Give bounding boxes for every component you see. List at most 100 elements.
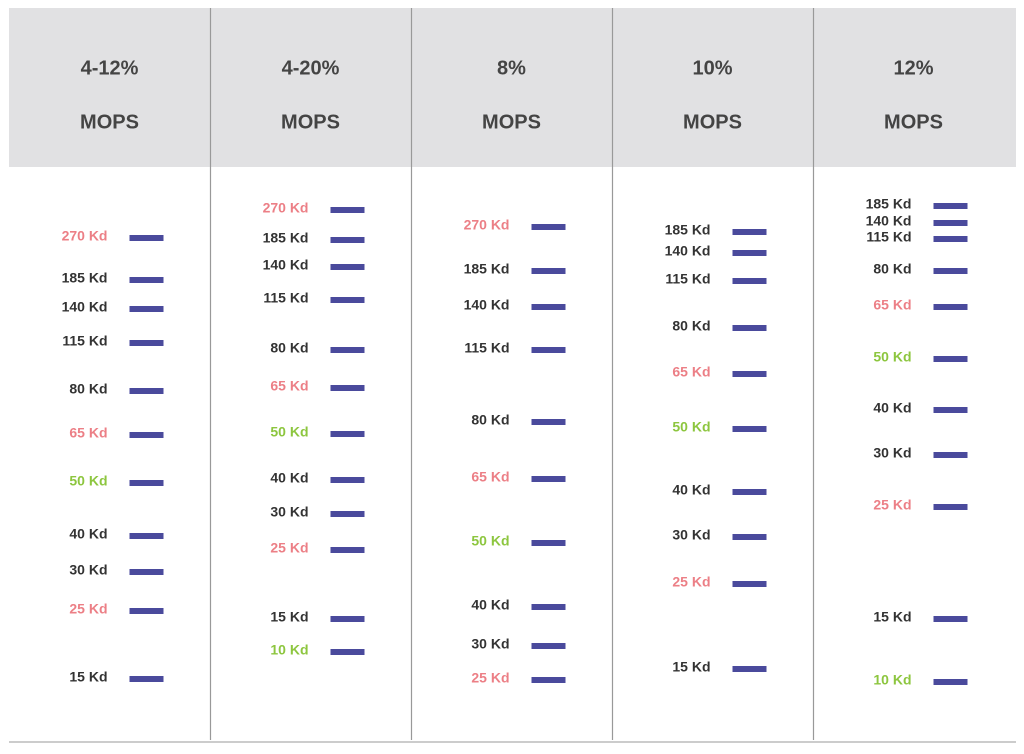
band bbox=[531, 224, 566, 230]
band bbox=[933, 220, 968, 226]
band-label: 15 Kd bbox=[69, 669, 107, 685]
band bbox=[330, 237, 365, 243]
band-label: 185 Kd bbox=[665, 222, 711, 238]
band-label: 140 Kd bbox=[263, 257, 309, 273]
band-label: 50 Kd bbox=[270, 424, 308, 440]
band bbox=[732, 371, 767, 377]
column-buffer: MOPS bbox=[80, 111, 139, 133]
band bbox=[531, 419, 566, 425]
band-label: 30 Kd bbox=[672, 527, 710, 543]
band bbox=[129, 306, 164, 312]
band bbox=[531, 268, 566, 274]
band-label: 80 Kd bbox=[672, 318, 710, 334]
band bbox=[933, 356, 968, 362]
band bbox=[732, 325, 767, 331]
band-label: 80 Kd bbox=[873, 261, 911, 277]
band-label: 65 Kd bbox=[69, 425, 107, 441]
column-percent: 8% bbox=[497, 57, 526, 79]
band-label: 15 Kd bbox=[873, 609, 911, 625]
band bbox=[330, 385, 365, 391]
band-label: 80 Kd bbox=[270, 340, 308, 356]
column-buffer: MOPS bbox=[884, 111, 943, 133]
band-label: 30 Kd bbox=[69, 562, 107, 578]
column-percent: 4-12% bbox=[81, 57, 139, 79]
band bbox=[531, 677, 566, 683]
band-label: 40 Kd bbox=[873, 400, 911, 416]
band-label: 15 Kd bbox=[270, 609, 308, 625]
band bbox=[330, 431, 365, 437]
band-label: 140 Kd bbox=[464, 297, 510, 313]
band bbox=[933, 268, 968, 274]
column-percent: 10% bbox=[692, 57, 732, 79]
band-label: 185 Kd bbox=[866, 196, 912, 212]
band-label: 15 Kd bbox=[672, 659, 710, 675]
band-label: 65 Kd bbox=[672, 364, 710, 380]
column-buffer: MOPS bbox=[482, 111, 541, 133]
band bbox=[732, 278, 767, 284]
band bbox=[129, 608, 164, 614]
band bbox=[531, 347, 566, 353]
band bbox=[732, 666, 767, 672]
band bbox=[531, 540, 566, 546]
band bbox=[732, 581, 767, 587]
band bbox=[732, 489, 767, 495]
band bbox=[330, 616, 365, 622]
band bbox=[933, 236, 968, 242]
band-label: 115 Kd bbox=[665, 271, 710, 287]
band bbox=[129, 340, 164, 346]
band bbox=[330, 547, 365, 553]
band bbox=[933, 452, 968, 458]
band bbox=[732, 534, 767, 540]
band-label: 10 Kd bbox=[270, 642, 308, 658]
band-label: 185 Kd bbox=[464, 261, 510, 277]
band-label: 115 Kd bbox=[62, 333, 107, 349]
band-label: 30 Kd bbox=[270, 504, 308, 520]
band bbox=[933, 616, 968, 622]
band-label: 140 Kd bbox=[866, 213, 912, 229]
band-label: 185 Kd bbox=[62, 270, 108, 286]
band bbox=[330, 347, 365, 353]
band-label: 185 Kd bbox=[263, 230, 309, 246]
band-label: 25 Kd bbox=[672, 574, 710, 590]
band-label: 25 Kd bbox=[873, 497, 911, 513]
band-label: 40 Kd bbox=[471, 597, 509, 613]
band bbox=[933, 304, 968, 310]
band-label: 40 Kd bbox=[672, 482, 710, 498]
band bbox=[933, 504, 968, 510]
band-label: 25 Kd bbox=[471, 670, 509, 686]
band bbox=[129, 533, 164, 539]
band-label: 25 Kd bbox=[69, 601, 107, 617]
band-label: 30 Kd bbox=[471, 636, 509, 652]
band bbox=[330, 297, 365, 303]
band-label: 10 Kd bbox=[873, 672, 911, 688]
band-label: 50 Kd bbox=[69, 473, 107, 489]
band bbox=[330, 264, 365, 270]
band-label: 30 Kd bbox=[873, 445, 911, 461]
band-label: 50 Kd bbox=[471, 533, 509, 549]
band bbox=[330, 649, 365, 655]
band bbox=[129, 569, 164, 575]
band-label: 270 Kd bbox=[62, 228, 108, 244]
band bbox=[129, 235, 164, 241]
band bbox=[732, 250, 767, 256]
band-label: 115 Kd bbox=[866, 229, 911, 245]
band-label: 140 Kd bbox=[665, 243, 711, 259]
band bbox=[129, 480, 164, 486]
band bbox=[732, 229, 767, 235]
band-label: 270 Kd bbox=[263, 200, 309, 216]
band-label: 115 Kd bbox=[464, 340, 509, 356]
band bbox=[933, 407, 968, 413]
band bbox=[129, 432, 164, 438]
band bbox=[330, 207, 365, 213]
column-buffer: MOPS bbox=[683, 111, 742, 133]
band-label: 80 Kd bbox=[69, 381, 107, 397]
band-label: 80 Kd bbox=[471, 412, 509, 428]
band bbox=[129, 388, 164, 394]
band bbox=[129, 676, 164, 682]
band bbox=[933, 203, 968, 209]
band bbox=[732, 426, 767, 432]
band-label: 65 Kd bbox=[873, 297, 911, 313]
band bbox=[330, 511, 365, 517]
band-label: 25 Kd bbox=[270, 540, 308, 556]
